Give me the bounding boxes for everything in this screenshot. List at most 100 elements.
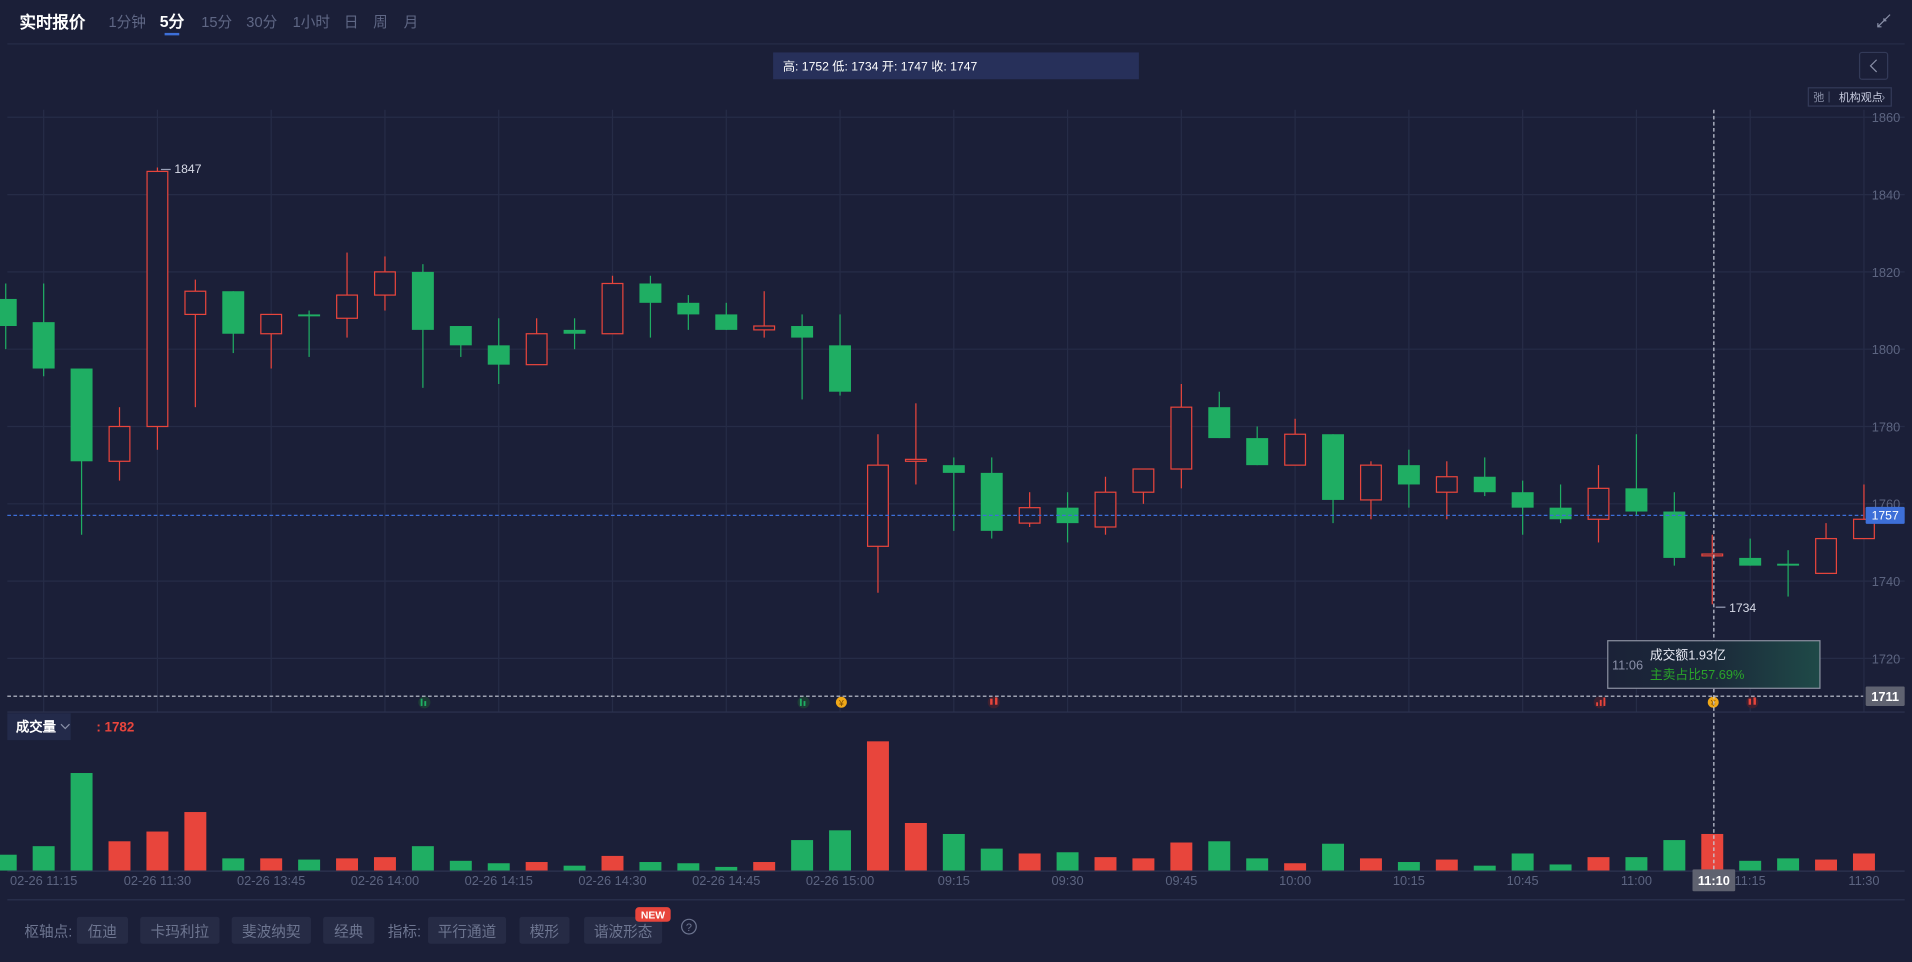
candle-body (1094, 491, 1117, 528)
tab-1min[interactable]: 1分钟 (109, 14, 146, 31)
svg-text:卡玛利拉: 卡玛利拉 (151, 923, 210, 940)
candle (1701, 534, 1724, 605)
time-tick-label: 02-26 14:00 (351, 873, 419, 888)
candle-body (487, 345, 510, 365)
volume-bars (0, 741, 1875, 871)
crosshair-price-tag (1865, 686, 1905, 706)
candle (70, 368, 93, 535)
collapse-arrows-icon[interactable] (1877, 14, 1891, 28)
volume-bar (1018, 853, 1041, 871)
svg-text:¥: ¥ (838, 698, 844, 708)
volume-bar (1473, 865, 1496, 871)
time-tick-label: 10:45 (1507, 873, 1539, 888)
volume-indicator-select[interactable]: 成交量 (7, 713, 71, 741)
crosshair-time: 11:10 (1698, 873, 1730, 888)
candle-signal-icon[interactable] (987, 696, 1000, 709)
candle (829, 314, 852, 396)
time-axis: 02-26 11:15 02-26 11:30 02-26 13:45 02-26 1… (10, 873, 1880, 888)
coin-icon[interactable]: ¥ (835, 696, 847, 708)
tab-30min[interactable]: 30分 (246, 14, 277, 31)
candle-body (1777, 563, 1800, 566)
candle-signal-icon[interactable] (1746, 696, 1759, 709)
indicator-label: 指标: (388, 923, 421, 940)
volume-bar (1701, 833, 1724, 871)
candle-body (1246, 438, 1269, 466)
wedge-button[interactable]: 楔形 (519, 916, 570, 944)
pivot-woodie-button[interactable]: 伍迪 (76, 916, 129, 944)
pivot-camarilla-button[interactable]: 卡玛利拉 (140, 916, 220, 944)
volume-signal-icon[interactable] (797, 696, 810, 709)
candle (1170, 383, 1193, 489)
time-tick-label: 02-26 11:30 (124, 873, 191, 888)
tab-1hour[interactable]: 1小时 (293, 14, 331, 31)
harmonic-pattern-button[interactable]: 谐波形态 (584, 916, 663, 944)
time-tick-label: 11:30 (1848, 873, 1879, 888)
time-tick-label: 10:00 (1279, 873, 1311, 888)
candle-body (563, 329, 586, 334)
badge-icon: 弛 (1813, 90, 1824, 104)
volume-bar (1056, 852, 1079, 871)
volume-bar (1397, 862, 1420, 871)
svg-text:经典: 经典 (334, 923, 364, 940)
time-tick-label: 11:00 (1621, 873, 1652, 888)
candle (715, 302, 738, 330)
candle-body (677, 302, 700, 315)
parallel-channel-button[interactable]: 平行通道 (428, 916, 507, 944)
volume-signal-icon[interactable] (1593, 696, 1606, 709)
volume-bar (184, 812, 207, 871)
candle-body (222, 291, 245, 334)
volume-bar (1170, 842, 1193, 871)
candle (1132, 468, 1155, 504)
candle-body (980, 472, 1003, 531)
candle (1815, 523, 1838, 574)
pivot-fibonacci-button[interactable]: 斐波纳契 (231, 916, 311, 944)
volume-select-label: 成交量 (16, 719, 57, 735)
tab-week[interactable]: 周 (373, 14, 388, 31)
candle (1663, 492, 1686, 566)
candle-body (1208, 407, 1231, 439)
candle-body (1549, 507, 1572, 520)
candle (1777, 550, 1800, 597)
volume-bar (70, 773, 93, 871)
candle-body (1511, 492, 1534, 508)
candle (866, 434, 889, 593)
tab-month[interactable]: 月 (404, 15, 419, 31)
candle-body (1663, 511, 1686, 558)
side-panel-toggle-button[interactable] (1858, 51, 1889, 80)
event-markers[interactable]: ¥ ¥ (418, 696, 1759, 709)
candle (1397, 449, 1420, 508)
new-badge: NEW (635, 907, 671, 922)
candle (942, 457, 965, 531)
bottom-toolbar: 枢轴点: 伍迪 卡玛利拉 斐波纳契 经典 指标: 平行通道 楔形 谐波形态 NE… (24, 907, 697, 944)
candle-body (146, 170, 169, 428)
ohlc-info-bar (773, 52, 1139, 80)
volume-bar (373, 857, 396, 871)
help-icon[interactable]: ? (681, 918, 697, 935)
volume-bar (677, 863, 700, 871)
pivot-classic-button[interactable]: 经典 (323, 916, 375, 944)
tab-day[interactable]: 日 (344, 15, 359, 31)
candle-body (1284, 433, 1307, 466)
volume-signal-icon[interactable] (418, 696, 431, 709)
volume-bar (563, 865, 586, 871)
volume-bar (942, 833, 965, 871)
candle-body (449, 326, 472, 346)
crosshair-time-tag (1692, 869, 1736, 892)
candle (1056, 492, 1079, 543)
chevron-down-icon (60, 723, 70, 730)
candle (1094, 476, 1117, 535)
tab-15min[interactable]: 15分 (201, 14, 232, 31)
institution-view-button[interactable]: 弛 机构观点 › (1807, 87, 1892, 107)
time-tick-label: 02-26 13:45 (237, 873, 305, 888)
candle (677, 295, 700, 330)
volume-bar (1815, 859, 1838, 871)
volume-value: : 1782 (96, 720, 134, 735)
max-price-label: 1847 (160, 162, 202, 176)
chevron-left-icon (1869, 59, 1878, 73)
svg-text:NEW: NEW (641, 911, 665, 922)
price-tick-label: 1840 (1872, 187, 1900, 202)
tab-5min[interactable]: 5分 (160, 13, 185, 31)
volume-bar (449, 860, 472, 871)
volume-bar (791, 840, 814, 871)
